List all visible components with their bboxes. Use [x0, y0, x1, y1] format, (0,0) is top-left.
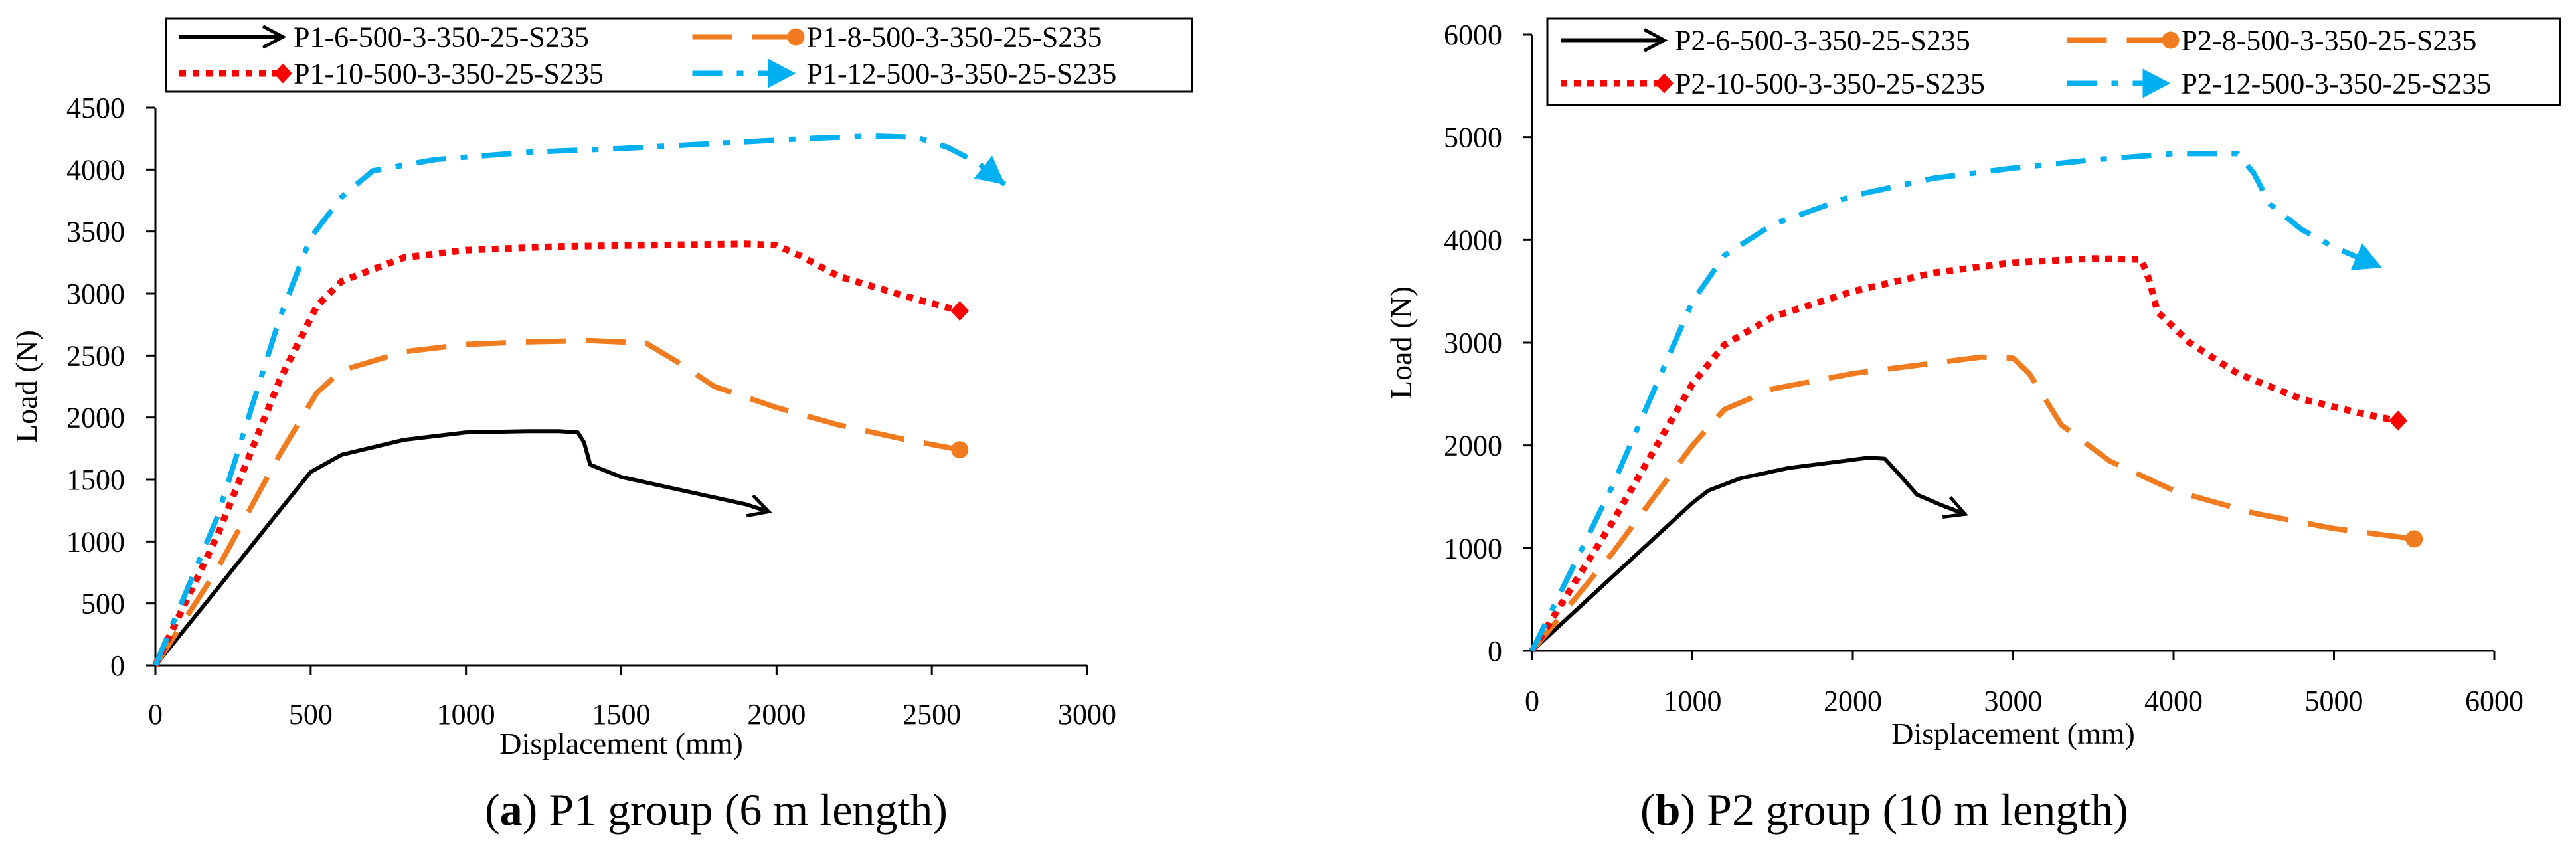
- y-tick-label: 3000: [66, 278, 125, 310]
- series-line-dashdot: [153, 133, 1007, 667]
- caption-a-text: ) P1 group (6 m length): [522, 784, 948, 835]
- y-tick-label: 5000: [1444, 122, 1502, 154]
- series-line-dotted: [152, 240, 961, 667]
- legend-marker: [2142, 68, 2171, 98]
- series-line-solid: [1530, 456, 1966, 653]
- y-tick-label: 6000: [1444, 19, 1502, 51]
- y-tick-label: 4000: [1444, 224, 1502, 256]
- legend-label: P1-6-500-3-350-25-S235: [294, 21, 589, 54]
- legend-label: P2-6-500-3-350-25-S235: [1675, 25, 1970, 57]
- legend-marker: [2162, 31, 2180, 49]
- y-tick-label: 1000: [66, 525, 125, 558]
- legend-label: P1-8-500-3-350-25-S235: [807, 21, 1102, 54]
- y-axis-label: Load (N): [1384, 286, 1418, 399]
- y-tick-label: 1500: [66, 464, 125, 496]
- series-line-dotted: [1529, 255, 2399, 653]
- legend-label: P2-12-500-3-350-25-S235: [2182, 68, 2492, 100]
- legend-marker: [274, 63, 292, 84]
- legend-box: [165, 17, 1193, 93]
- legend-marker: [768, 58, 796, 88]
- y-tick-label: 2000: [66, 402, 125, 434]
- x-tick-label: 1500: [592, 698, 651, 731]
- x-tick-label: 3000: [1058, 698, 1116, 731]
- y-axis-label: Load (N): [9, 330, 43, 443]
- legend-marker: [262, 25, 287, 49]
- legend-label: P2-10-500-3-350-25-S235: [1675, 68, 1985, 100]
- legend-label: P2-8-500-3-350-25-S235: [2182, 25, 2477, 57]
- y-tick-label: 1000: [1444, 532, 1502, 564]
- x-tick-label: 0: [148, 698, 163, 731]
- series-line-dashed: [153, 337, 961, 667]
- caption-b: (b) P2 group (10 m length): [1640, 784, 2128, 835]
- caption-a: (a) P1 group (6 m length): [485, 784, 948, 835]
- series-end-marker: [950, 301, 970, 321]
- x-tick-label: 1000: [437, 698, 495, 731]
- x-axis-label: Displacement (mm): [499, 727, 743, 760]
- y-tick-label: 0: [110, 650, 125, 682]
- chart-panel-b: 0 1000 2000 3000 4000 5000 6000 0 1000 2000 3000 40…: [1384, 17, 2561, 750]
- series-line-dashdot: [1529, 151, 2383, 652]
- legend-marker: [1655, 73, 1674, 94]
- series-end-marker: [746, 494, 772, 518]
- x-axis-label: Displacement (mm): [1891, 717, 2135, 750]
- x-tick-label: 5000: [2305, 685, 2363, 717]
- y-tick-label: 500: [81, 588, 125, 620]
- x-tick-label: 2500: [902, 698, 961, 731]
- series-end-marker: [2405, 530, 2423, 548]
- caption-b-text: ) P2 group (10 m length): [1680, 784, 2128, 835]
- x-tick-label: 500: [289, 698, 333, 731]
- legend-label: P1-10-500-3-350-25-S235: [294, 58, 604, 90]
- x-tick-label: 3000: [1984, 685, 2043, 717]
- series-end-marker: [974, 155, 1005, 185]
- caption-a-letter: a: [499, 784, 523, 835]
- x-tick-label: 0: [1525, 685, 1539, 717]
- series-line-dashed: [1529, 354, 2415, 653]
- series-end-marker: [2389, 410, 2408, 431]
- y-tick-label: 2500: [66, 339, 125, 372]
- y-tick-label: 4000: [66, 153, 125, 186]
- series-line-solid: [153, 429, 770, 667]
- y-tick-label: 3500: [66, 216, 125, 248]
- x-tick-label: 6000: [2465, 685, 2524, 717]
- series-end-marker: [1942, 495, 1969, 519]
- y-tick-label: 2000: [1444, 430, 1502, 462]
- series-end-marker: [2350, 243, 2382, 270]
- y-tick-label: 4500: [66, 92, 125, 124]
- legend-marker: [787, 28, 805, 46]
- series-end-marker: [951, 441, 969, 459]
- x-tick-label: 1000: [1664, 685, 1722, 717]
- x-tick-label: 2000: [747, 698, 806, 731]
- legend-marker: [1643, 28, 1668, 52]
- chart-panel-a: 0 500 1000 1500 2000 2500 3000 3500 4000 4500 0 500…: [9, 17, 1193, 760]
- caption-b-letter: b: [1655, 784, 1681, 835]
- legend-box: [1546, 17, 2561, 106]
- x-tick-label: 2000: [1824, 685, 1882, 717]
- legend-label: P1-12-500-3-350-25-S235: [807, 58, 1117, 90]
- x-tick-label: 4000: [2144, 685, 2203, 717]
- y-tick-label: 3000: [1444, 327, 1502, 359]
- y-tick-label: 0: [1488, 635, 1502, 667]
